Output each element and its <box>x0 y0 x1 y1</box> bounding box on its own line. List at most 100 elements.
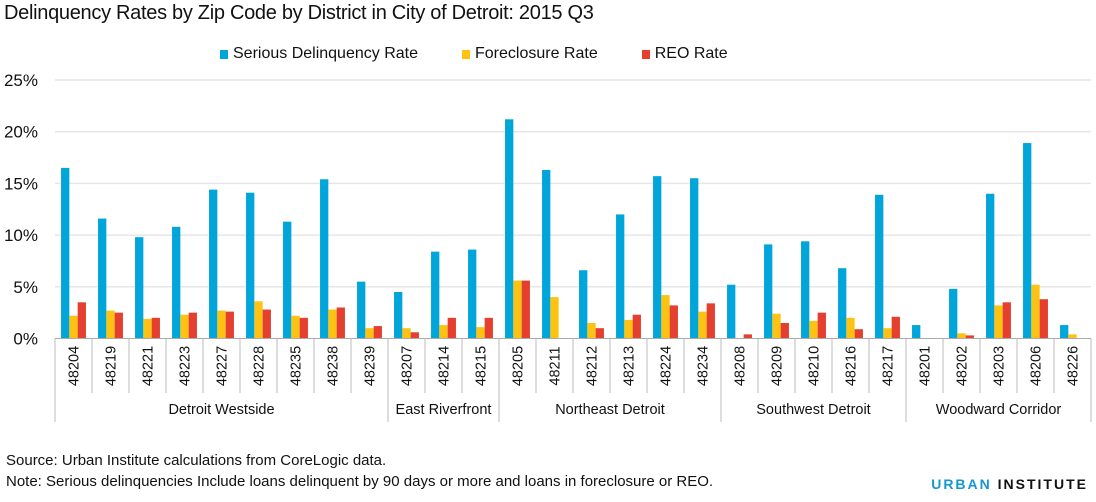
bar-48205-s1 <box>513 280 522 339</box>
bar-48213-s0 <box>616 214 625 339</box>
bar-48211-s1 <box>550 297 559 339</box>
bar-48215-s0 <box>468 249 477 339</box>
bar-48209-s2 <box>780 322 789 339</box>
bar-48210-s0 <box>801 241 810 339</box>
y-tick-label: 20% <box>4 123 38 142</box>
bar-48227-s2 <box>225 311 234 339</box>
bar-48223-s2 <box>188 312 197 339</box>
bar-48215-s1 <box>476 327 485 339</box>
bar-48202-s2 <box>965 335 974 339</box>
x-tick-label: 48202 <box>955 346 971 386</box>
bar-48219-s1 <box>106 310 115 339</box>
y-tick-label: 5% <box>13 278 38 297</box>
bar-48204-s2 <box>77 302 86 339</box>
logo-part1: URBAN <box>931 476 992 492</box>
bar-48209-s0 <box>764 244 773 339</box>
note: Note: Serious delinquencies Include loan… <box>6 473 714 490</box>
district-label: Northeast Detroit <box>555 402 665 418</box>
bar-48215-s2 <box>484 317 493 339</box>
bar-48207-s0 <box>394 291 403 339</box>
district-label: Woodward Corridor <box>936 402 1062 418</box>
x-tick-label: 48204 <box>67 346 83 386</box>
bar-48221-s0 <box>135 237 144 339</box>
district-label: Southwest Detroit <box>756 402 870 418</box>
bar-48212-s2 <box>595 328 604 339</box>
bar-48211-s0 <box>542 169 551 339</box>
district-label: East Riverfront <box>396 402 492 418</box>
logo-part2: INSTITUTE <box>997 476 1088 492</box>
bar-48206-s1 <box>1031 284 1040 339</box>
bar-48223-s0 <box>172 226 181 339</box>
bar-48201-s0 <box>912 325 921 339</box>
bar-48239-s1 <box>365 328 374 339</box>
bar-48228-s2 <box>262 309 271 339</box>
y-tick-label: 25% <box>4 71 38 90</box>
x-tick-label: 48238 <box>326 346 342 386</box>
bar-48214-s1 <box>439 325 448 339</box>
bar-48212-s0 <box>579 270 588 339</box>
bar-48203-s1 <box>994 305 1003 339</box>
bar-48208-s2 <box>743 334 752 339</box>
bar-48210-s1 <box>809 320 818 339</box>
bar-48206-s0 <box>1023 143 1032 339</box>
bar-48219-s2 <box>114 312 123 339</box>
bar-48235-s2 <box>299 317 308 339</box>
bar-48206-s2 <box>1039 299 1048 339</box>
legend-label: Foreclosure Rate <box>475 45 598 62</box>
legend: Serious Delinquency Rate Foreclosure Rat… <box>220 45 772 63</box>
bar-48228-s0 <box>246 192 255 339</box>
y-tick-label: 15% <box>4 174 38 193</box>
bar-48213-s1 <box>624 319 633 339</box>
bar-48216-s2 <box>854 329 863 339</box>
x-tick-label: 48209 <box>770 346 786 386</box>
x-tick-label: 48227 <box>215 346 231 386</box>
bar-48226-s0 <box>1060 325 1069 339</box>
x-tick-label: 48224 <box>659 346 675 386</box>
bar-48205-s2 <box>521 280 530 339</box>
bar-48207-s1 <box>402 328 411 339</box>
bar-48216-s1 <box>846 317 855 339</box>
bar-48209-s1 <box>772 313 781 339</box>
x-tick-label: 48211 <box>548 346 564 385</box>
bar-48235-s1 <box>291 315 300 339</box>
bar-48234-s0 <box>690 178 699 339</box>
bar-48219-s0 <box>98 218 107 339</box>
bar-48234-s2 <box>706 303 715 339</box>
bar-48203-s0 <box>986 193 995 339</box>
legend-swatch <box>220 49 228 59</box>
bar-chart: 0% 5% 10% 15% 20% 25% 48204 48219 48221 48223 4822… <box>4 71 1092 422</box>
legend-swatch <box>641 49 650 59</box>
bar-48238-s1 <box>328 309 337 339</box>
bar-48204-s0 <box>61 167 70 339</box>
bar-48207-s2 <box>410 332 419 339</box>
x-tick-label: 48203 <box>992 346 1008 386</box>
x-tick-label: 48221 <box>141 346 157 386</box>
bar-48208-s0 <box>727 284 736 339</box>
bar-48234-s1 <box>698 311 707 339</box>
bar-48239-s0 <box>357 281 366 339</box>
x-tick-label: 48219 <box>104 346 120 386</box>
bar-48238-s2 <box>336 307 345 339</box>
bar-48217-s0 <box>875 194 884 339</box>
x-tick-label: 48234 <box>696 346 712 386</box>
bar-48216-s0 <box>838 268 847 339</box>
bar-48224-s1 <box>661 295 670 339</box>
x-tick-label: 48228 <box>252 346 268 386</box>
x-tick-label: 48212 <box>585 346 601 386</box>
x-tick-label: 48201 <box>918 346 934 386</box>
bar-48226-s1 <box>1068 334 1077 339</box>
x-tick-label: 48226 <box>1066 346 1082 386</box>
x-tick-label: 48207 <box>400 346 416 386</box>
bar-48213-s2 <box>632 314 641 339</box>
bar-48202-s1 <box>957 333 966 339</box>
bar-48228-s1 <box>254 301 263 339</box>
district-label: Detroit Westside <box>168 402 274 418</box>
x-tick-label: 48208 <box>733 346 749 386</box>
bar-48227-s0 <box>209 189 218 339</box>
bar-48205-s0 <box>505 119 514 339</box>
legend-item-serious-delinquency: Serious Delinquency Rate <box>220 45 418 63</box>
x-tick-label: 48213 <box>622 346 638 386</box>
x-tick-label: 48206 <box>1029 346 1045 386</box>
legend-swatch <box>462 49 470 59</box>
bar-48224-s0 <box>653 176 662 339</box>
